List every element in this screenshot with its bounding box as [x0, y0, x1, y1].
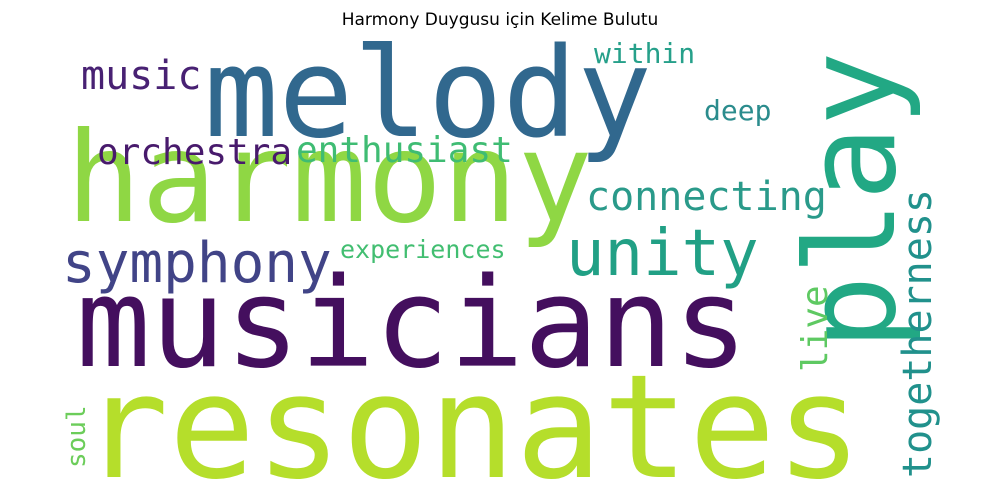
word-musicians: musicians: [76, 252, 748, 396]
chart-title: Harmony Duygusu için Kelime Bulutu: [341, 10, 659, 30]
word-harmony: harmony: [66, 106, 593, 251]
word-music: music: [81, 53, 202, 99]
word-within: within: [594, 37, 696, 70]
word-unity: unity: [566, 217, 759, 291]
word-symphony: symphony: [62, 231, 332, 296]
word-connecting: connecting: [586, 174, 827, 220]
word-resonates: resonates: [82, 343, 863, 500]
word-deep: deep: [704, 94, 772, 127]
word-togetherness: togetherness: [895, 189, 941, 478]
word-soul: soul: [62, 405, 92, 468]
word-enthusiast: enthusiast: [296, 130, 513, 171]
word-experiences: experiences: [340, 235, 506, 264]
word-orchestra: orchestra: [97, 132, 293, 173]
word-live: live: [795, 285, 836, 372]
word-melody: melody: [204, 22, 652, 166]
